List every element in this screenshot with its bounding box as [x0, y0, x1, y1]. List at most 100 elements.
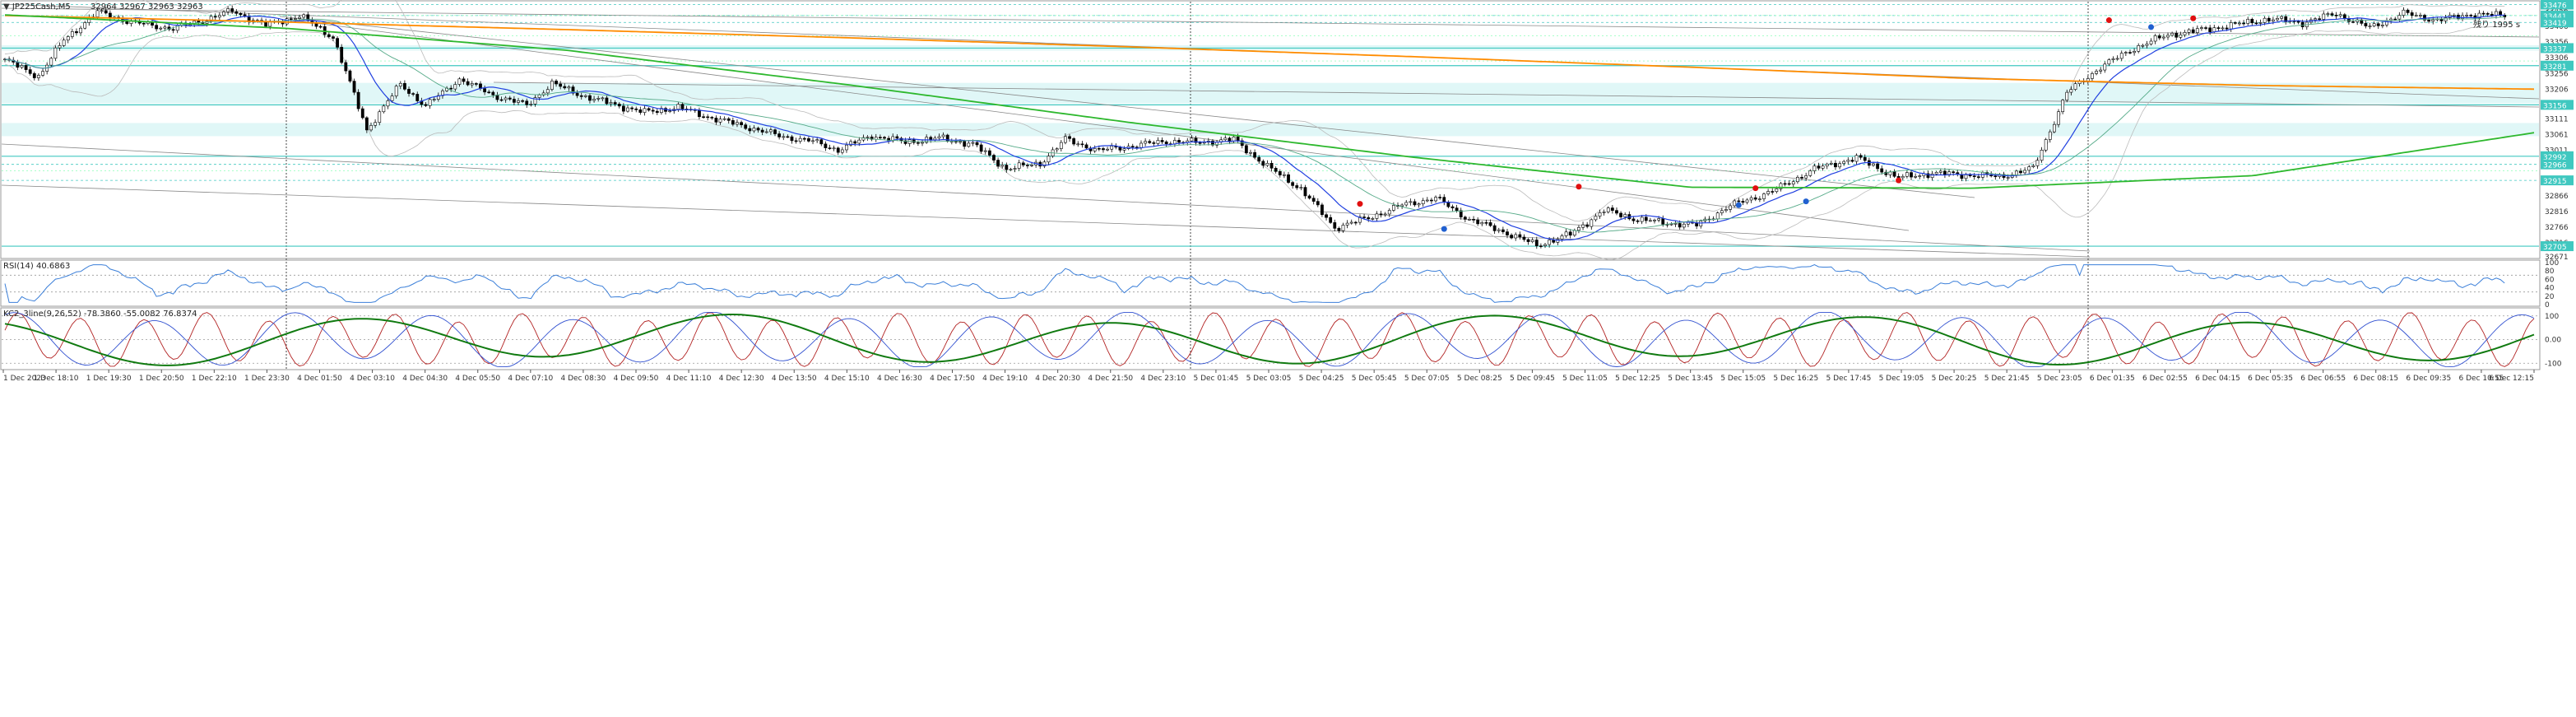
- candle-body: [2153, 35, 2157, 42]
- y-tick-label: 33011: [2545, 147, 2569, 156]
- candle-body: [517, 100, 520, 103]
- candle-body: [1106, 148, 1109, 151]
- candle-body: [1375, 213, 1379, 219]
- x-tick-label: 5 Dec 07:05: [1404, 375, 1450, 383]
- candle-body: [1269, 163, 1274, 169]
- kc-y-tick-label: 0.00: [2545, 337, 2561, 345]
- x-tick-label: 4 Dec 20:30: [1035, 375, 1080, 383]
- candle-body: [1249, 151, 1252, 154]
- candle-body: [1560, 235, 1564, 240]
- y-tick-label: 33306: [2545, 54, 2569, 63]
- signal-dot-blue: [1735, 202, 1742, 208]
- candle-body: [1682, 223, 1686, 228]
- x-tick-label: 4 Dec 05:50: [455, 375, 500, 383]
- candle-body: [1211, 141, 1214, 146]
- candle-body: [508, 97, 512, 100]
- candle-body: [230, 8, 234, 12]
- candle-body: [217, 15, 221, 18]
- candle-body: [2200, 27, 2203, 29]
- candle-body: [449, 87, 453, 90]
- candle-body: [752, 128, 756, 132]
- candle-body: [1000, 165, 1005, 167]
- y-tick-label: 32671: [2545, 254, 2569, 262]
- candle-body: [1926, 173, 1930, 179]
- candle-body: [462, 78, 466, 82]
- candle-body: [1678, 223, 1682, 228]
- candle-body: [744, 124, 748, 129]
- candle-body: [1724, 209, 1728, 212]
- candle-body: [1930, 173, 1934, 179]
- rsi-y-tick-label: 0: [2545, 301, 2550, 310]
- candle-body: [1383, 213, 1387, 216]
- trendline: [1, 184, 2091, 258]
- x-tick-label: 5 Dec 08:25: [1457, 375, 1502, 383]
- x-tick-label: 4 Dec 21:50: [1088, 375, 1133, 383]
- rsi-y-tick-label: 80: [2545, 268, 2555, 276]
- candle-body: [1430, 199, 1433, 202]
- candle-body: [1522, 236, 1526, 240]
- candle-body: [1391, 205, 1395, 211]
- candle-body: [336, 38, 339, 48]
- candle-body: [1720, 210, 1724, 213]
- rsi-y-tick-label: 20: [2545, 293, 2555, 301]
- candle-body: [617, 104, 621, 107]
- ma-ma-long: [4, 14, 2535, 91]
- candle-body: [605, 97, 609, 105]
- candle-body: [1047, 156, 1051, 163]
- candle-body: [2393, 18, 2397, 21]
- candle-body: [1064, 136, 1067, 143]
- candle-body: [1404, 202, 1409, 206]
- candle-body: [1771, 191, 1775, 193]
- candle-body: [83, 22, 87, 29]
- x-tick-label: 1 Dec 20:50: [139, 375, 184, 383]
- candle-body: [2123, 52, 2128, 54]
- price-marker-bg: [2541, 43, 2574, 54]
- candle-body: [1072, 138, 1076, 145]
- candle-body: [1425, 199, 1429, 202]
- candle-body: [2035, 160, 2040, 166]
- candle-body: [883, 137, 886, 139]
- candle-body: [967, 142, 971, 147]
- kc-panel[interactable]: [0, 307, 2541, 370]
- candle-body: [638, 109, 643, 113]
- candle-body: [1564, 231, 1568, 236]
- candle-body: [1644, 216, 1648, 221]
- candle-body: [2183, 31, 2187, 35]
- candle-body: [1287, 174, 1290, 183]
- candle-body: [62, 40, 66, 46]
- candle-body: [1274, 168, 1278, 172]
- candle-body: [1657, 218, 1661, 221]
- candle-body: [1585, 224, 1590, 227]
- kc-line-3: [4, 314, 2535, 366]
- candle-body: [1594, 216, 1598, 221]
- candle-body: [525, 100, 529, 105]
- candle-body: [917, 142, 920, 144]
- price-marker: 32992: [2541, 151, 2574, 162]
- y-tick-label: 33061: [2545, 132, 2569, 140]
- candle-body: [66, 36, 70, 41]
- y-tick-label: 32866: [2545, 193, 2569, 201]
- candle-body: [53, 47, 58, 59]
- candle-body: [159, 27, 163, 30]
- trendline: [295, 20, 1910, 231]
- candle-body: [2485, 13, 2490, 15]
- candle-body: [849, 141, 852, 146]
- y-tick-label: 33111: [2545, 115, 2569, 123]
- signal-dot-blue: [1803, 198, 1809, 205]
- trendline: [1, 7, 2540, 38]
- candle-body: [1307, 195, 1311, 199]
- candle-body: [487, 91, 491, 94]
- candle-body: [1757, 198, 1761, 200]
- candle-body: [2044, 139, 2048, 151]
- candle-body: [1349, 221, 1353, 224]
- candle-body: [963, 141, 967, 147]
- candle-body: [668, 110, 672, 113]
- candle-body: [1345, 222, 1349, 226]
- candle-body: [777, 133, 782, 137]
- candle-body: [1492, 225, 1497, 231]
- candle-body: [209, 16, 213, 22]
- candle-body: [1353, 221, 1358, 224]
- rsi-panel[interactable]: [0, 259, 2541, 307]
